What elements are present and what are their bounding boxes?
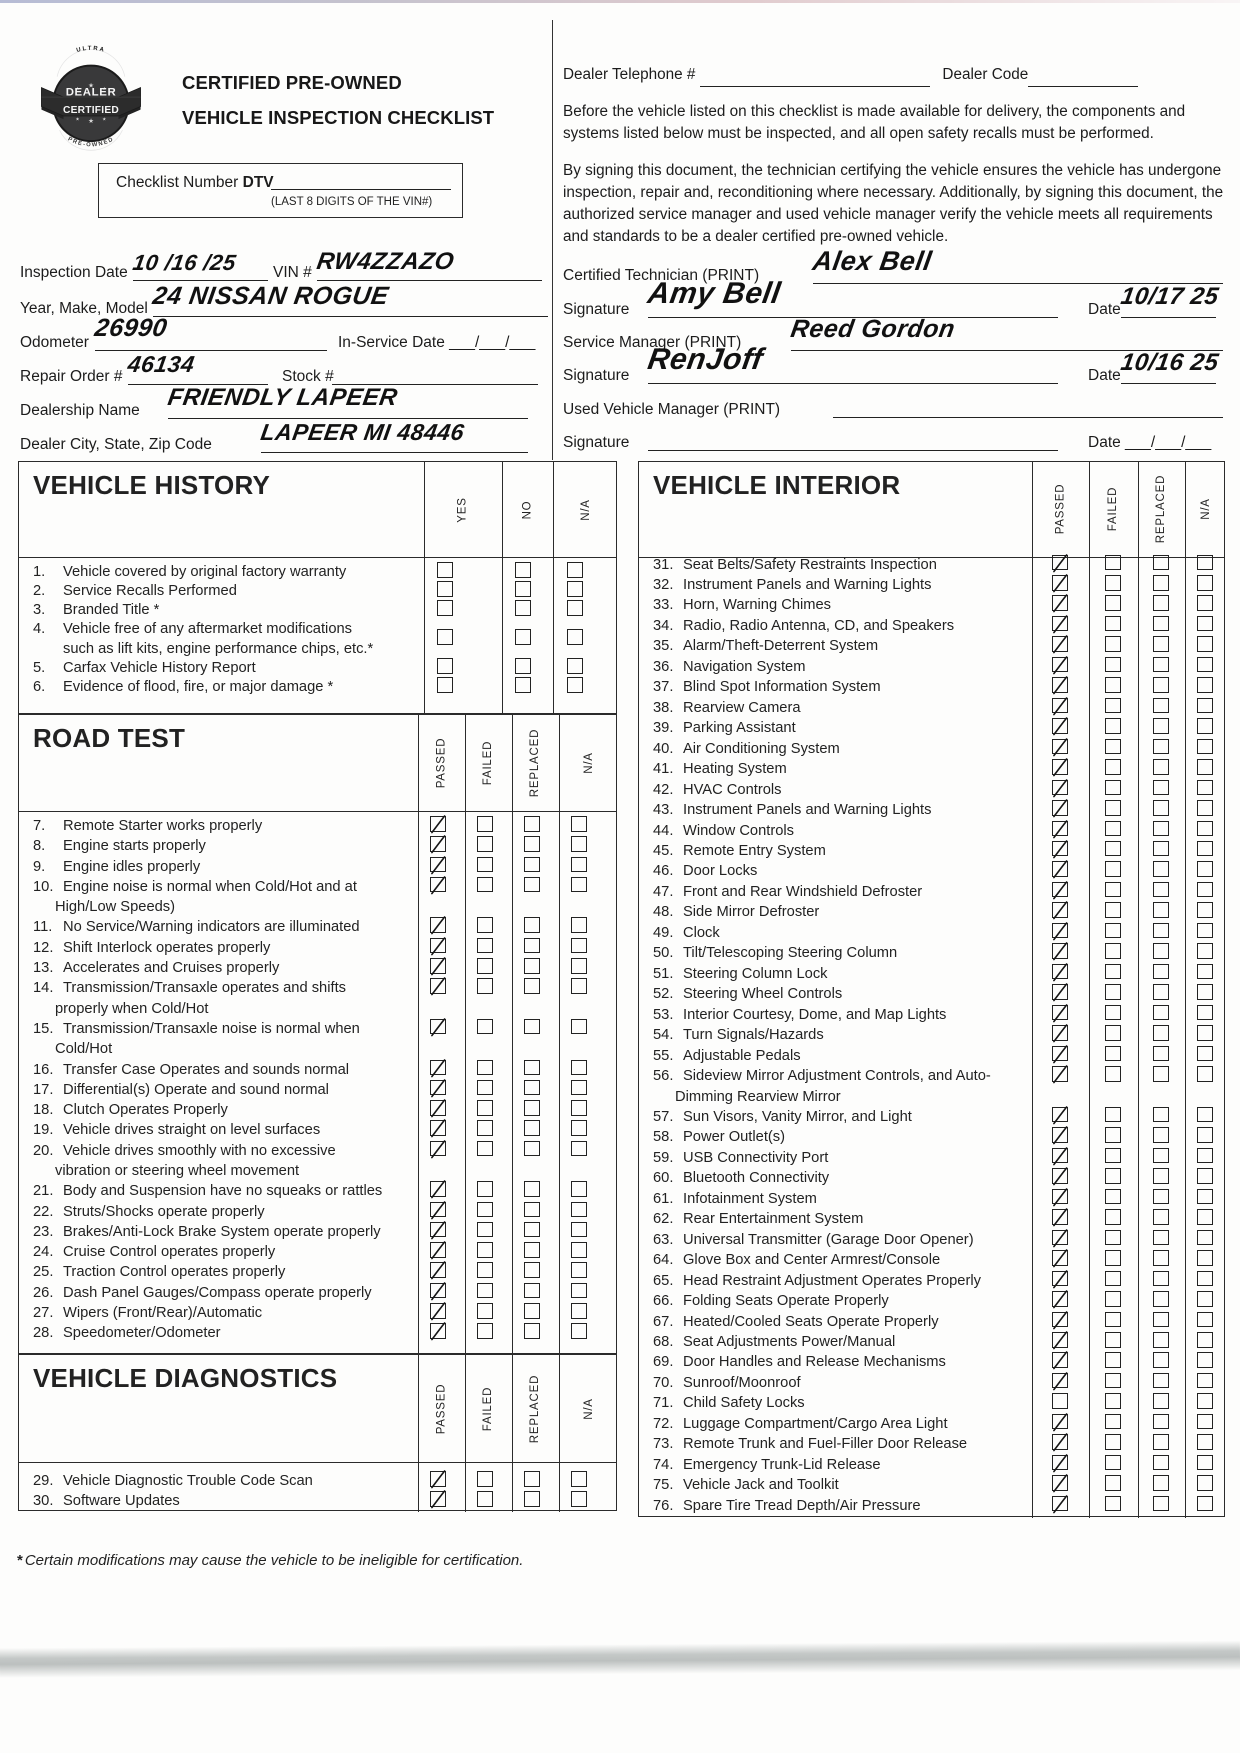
svg-text:★: ★ xyxy=(88,118,94,125)
svg-text:CERTIFIED: CERTIFIED xyxy=(63,105,119,116)
svg-text:ULTRA: ULTRA xyxy=(76,46,106,54)
svg-text:DEALER: DEALER xyxy=(66,86,117,98)
